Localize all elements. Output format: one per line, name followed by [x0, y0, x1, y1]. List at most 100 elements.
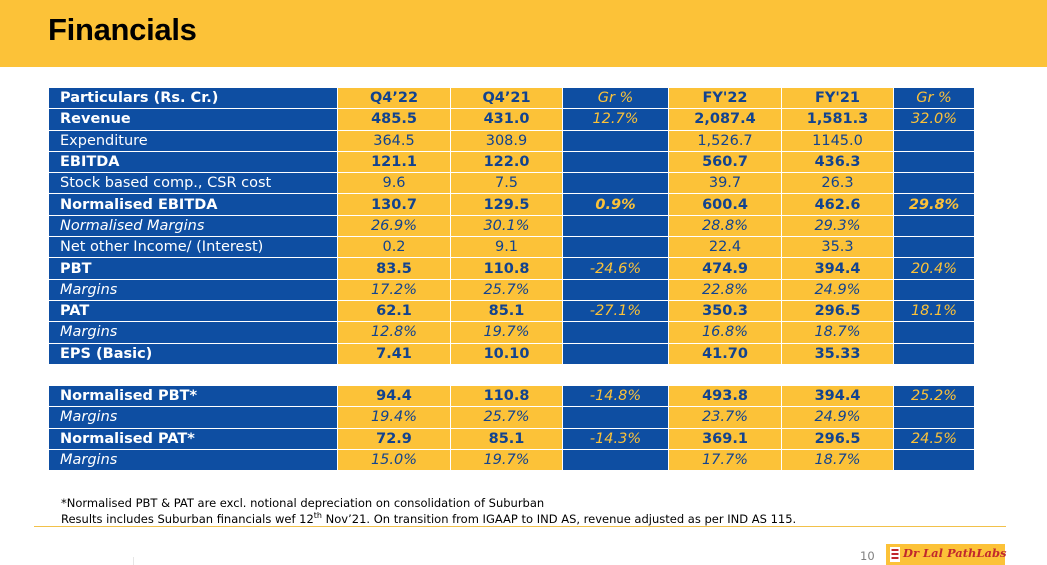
- column-header: Particulars (Rs. Cr.): [48, 86, 338, 110]
- table-cell: 9.1: [450, 236, 563, 259]
- table-row: EPS (Basic) 7.41 10.10 41.70 35.33: [48, 342, 975, 365]
- table-row: Normalised EBITDA 130.7 129.5 0.9% 600.4…: [48, 193, 975, 216]
- growth-cell: [562, 448, 669, 472]
- footnote-suburban: Results includes Suburban financials wef…: [61, 511, 797, 526]
- table-cell: 2,087.4: [668, 108, 782, 131]
- footnote-normalised: *Normalised PBT & PAT are excl. notional…: [61, 496, 545, 510]
- company-logo: Dr Lal PathLabs: [886, 544, 1007, 565]
- growth-cell: [893, 321, 975, 344]
- growth-cell: [893, 448, 975, 472]
- footer-tick-mark: [133, 557, 134, 565]
- table-cell: 17.7%: [668, 448, 782, 472]
- table-cell: 308.9: [450, 129, 563, 152]
- table-row: Revenue 485.5 431.0 12.7% 2,087.4 1,581.…: [48, 108, 975, 131]
- financials-table: Particulars (Rs. Cr.) Q4’22 Q4’21 Gr % F…: [48, 86, 975, 365]
- table-row: Margins 19.4% 25.7% 23.7% 24.9%: [48, 406, 975, 429]
- table-cell: 121.1: [337, 150, 451, 174]
- row-label: Expenditure: [48, 129, 338, 152]
- table-cell: 474.9: [668, 257, 782, 280]
- growth-cell: 25.2%: [893, 384, 975, 408]
- table-cell: 436.3: [781, 150, 894, 174]
- row-label: Revenue: [48, 108, 338, 131]
- column-header: Q4’21: [450, 86, 563, 110]
- table-cell: 369.1: [668, 427, 782, 450]
- table-cell: 30.1%: [450, 214, 563, 238]
- growth-cell: [893, 172, 975, 195]
- table-row: Margins 15.0% 19.7% 17.7% 18.7%: [48, 448, 975, 472]
- table-cell: 25.7%: [450, 406, 563, 429]
- table-cell: 350.3: [668, 299, 782, 323]
- table-cell: 394.4: [781, 384, 894, 408]
- table-cell: 1,581.3: [781, 108, 894, 131]
- table-cell: 24.9%: [781, 406, 894, 429]
- table-cell: 110.8: [450, 384, 563, 408]
- footnotes: *Normalised PBT & PAT are excl. notional…: [61, 495, 796, 527]
- table-row: PAT 62.1 85.1 -27.1% 350.3 296.5 18.1%: [48, 299, 975, 323]
- table-cell: 129.5: [450, 193, 563, 216]
- table-cell: 1145.0: [781, 129, 894, 152]
- table-cell: 18.7%: [781, 448, 894, 472]
- table-cell: 35.33: [781, 342, 894, 365]
- growth-cell: 12.7%: [562, 108, 669, 131]
- table-header-row: Particulars (Rs. Cr.) Q4’22 Q4’21 Gr % F…: [48, 86, 975, 110]
- growth-cell: -24.6%: [562, 257, 669, 280]
- table-row: Margins 12.8% 19.7% 16.8% 18.7%: [48, 321, 975, 344]
- table-cell: 35.3: [781, 236, 894, 259]
- growth-cell: [562, 321, 669, 344]
- row-label: Normalised Margins: [48, 214, 338, 238]
- table-cell: 0.2: [337, 236, 451, 259]
- table-cell: 122.0: [450, 150, 563, 174]
- table-cell: 560.7: [668, 150, 782, 174]
- page-number: 10: [860, 549, 875, 563]
- growth-cell: [893, 129, 975, 152]
- table-row: Expenditure 364.5 308.9 1,526.7 1145.0: [48, 129, 975, 152]
- row-label: Margins: [48, 448, 338, 472]
- table-cell: 493.8: [668, 384, 782, 408]
- growth-cell: [562, 342, 669, 365]
- growth-cell: [893, 342, 975, 365]
- column-header: Gr %: [562, 86, 669, 110]
- table-row: Stock based comp., CSR cost 9.6 7.5 39.7…: [48, 172, 975, 195]
- growth-cell: [562, 406, 669, 429]
- growth-cell: -27.1%: [562, 299, 669, 323]
- table-cell: 85.1: [450, 427, 563, 450]
- logo-text: Dr Lal PathLabs: [903, 546, 1007, 560]
- table-cell: 62.1: [337, 299, 451, 323]
- growth-cell: [562, 278, 669, 301]
- table-cell: 72.9: [337, 427, 451, 450]
- table-cell: 22.8%: [668, 278, 782, 301]
- lab-logo-icon: [890, 547, 900, 562]
- table-cell: 28.8%: [668, 214, 782, 238]
- table-cell: 10.10: [450, 342, 563, 365]
- page-title: Financials: [48, 12, 197, 47]
- normalised-table: Normalised PBT* 94.4 110.8 -14.8% 493.8 …: [48, 384, 975, 472]
- row-label: Margins: [48, 278, 338, 301]
- growth-cell: [893, 278, 975, 301]
- growth-cell: 32.0%: [893, 108, 975, 131]
- growth-cell: [562, 150, 669, 174]
- table-cell: 17.2%: [337, 278, 451, 301]
- title-bar: Financials: [0, 0, 1047, 67]
- row-label: Margins: [48, 321, 338, 344]
- growth-cell: [893, 236, 975, 259]
- table-cell: 15.0%: [337, 448, 451, 472]
- table-cell: 431.0: [450, 108, 563, 131]
- table-cell: 130.7: [337, 193, 451, 216]
- growth-cell: 20.4%: [893, 257, 975, 280]
- growth-cell: 29.8%: [893, 193, 975, 216]
- table-row: Net other Income/ (Interest) 0.2 9.1 22.…: [48, 236, 975, 259]
- growth-cell: 18.1%: [893, 299, 975, 323]
- table-cell: 25.7%: [450, 278, 563, 301]
- table-cell: 85.1: [450, 299, 563, 323]
- footer-divider: [34, 526, 1006, 527]
- table-cell: 394.4: [781, 257, 894, 280]
- growth-cell: 0.9%: [562, 193, 669, 216]
- table-cell: 19.4%: [337, 406, 451, 429]
- row-label: Normalised PBT*: [48, 384, 338, 408]
- table-row: Normalised PAT* 72.9 85.1 -14.3% 369.1 2…: [48, 427, 975, 450]
- table-cell: 296.5: [781, 427, 894, 450]
- table-cell: 24.9%: [781, 278, 894, 301]
- growth-cell: [562, 214, 669, 238]
- table-cell: 296.5: [781, 299, 894, 323]
- table-row: EBITDA 121.1 122.0 560.7 436.3: [48, 150, 975, 174]
